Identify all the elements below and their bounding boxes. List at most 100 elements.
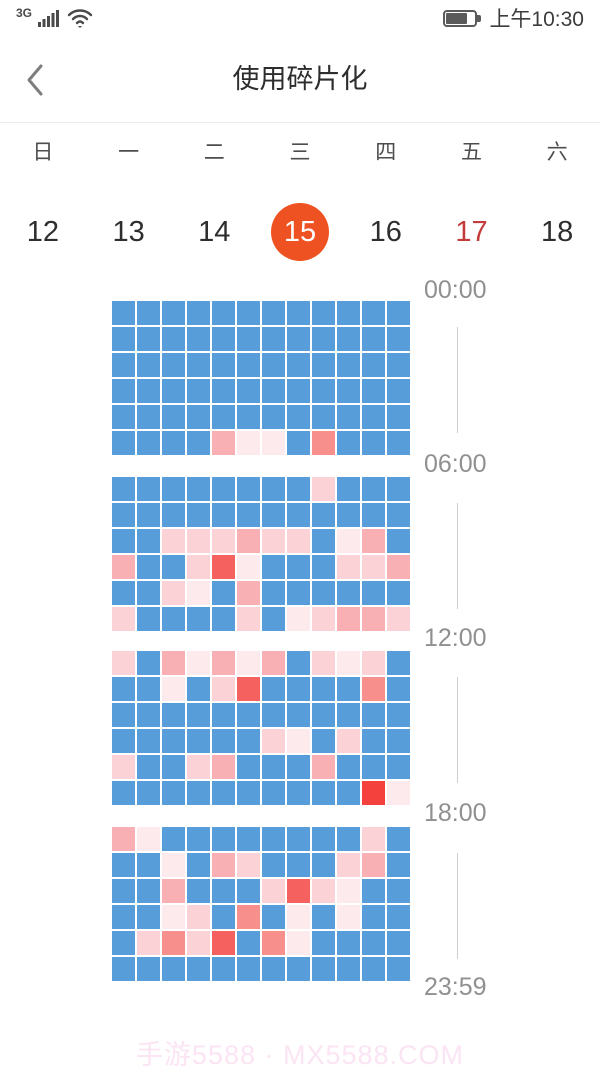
heatmap-cell	[362, 931, 385, 955]
heatmap-cell	[162, 379, 185, 403]
heatmap-cell	[312, 781, 335, 805]
heatmap-cell	[362, 729, 385, 753]
heatmap-cell	[362, 405, 385, 429]
heatmap-cell	[187, 405, 210, 429]
heatmap-cell	[162, 729, 185, 753]
heatmap-cell	[212, 529, 235, 553]
heatmap-cell	[262, 827, 285, 851]
heatmap-cell	[287, 677, 310, 701]
heatmap-cell	[287, 607, 310, 631]
heatmap-cell	[237, 607, 260, 631]
weekday-label: 四	[375, 141, 397, 164]
heatmap-cell	[162, 781, 185, 805]
heatmap-cell	[237, 327, 260, 351]
heatmap-cell	[262, 431, 285, 455]
heatmap-cell	[362, 853, 385, 877]
heatmap-cell	[362, 677, 385, 701]
weekday-label: 日	[32, 141, 54, 164]
date-cell-17[interactable]: 17	[429, 183, 515, 281]
heatmap-cell	[162, 477, 185, 501]
heatmap-cell	[337, 781, 360, 805]
time-axis-tick	[457, 677, 458, 783]
heatmap-cell	[112, 555, 135, 579]
heatmap-cell	[112, 931, 135, 955]
heatmap-block-18-24	[112, 827, 410, 981]
date-cell-18[interactable]: 18	[514, 183, 600, 281]
heatmap-cell	[362, 301, 385, 325]
heatmap-cell	[262, 651, 285, 675]
heatmap-cell	[387, 781, 410, 805]
heatmap-cell	[387, 477, 410, 501]
heatmap-cell	[387, 729, 410, 753]
heatmap-cell	[137, 529, 160, 553]
heatmap-cell	[187, 651, 210, 675]
heatmap-cell	[237, 781, 260, 805]
time-axis-tick	[457, 503, 458, 609]
heatmap-cell	[337, 677, 360, 701]
heatmap-cell	[187, 729, 210, 753]
heatmap-cell	[187, 327, 210, 351]
heatmap-cell	[237, 353, 260, 377]
heatmap-cell	[112, 827, 135, 851]
heatmap-cell	[112, 729, 135, 753]
heatmap-cell	[312, 853, 335, 877]
date-cell-15[interactable]: 15	[257, 183, 343, 281]
heatmap-cell	[387, 755, 410, 779]
heatmap-cell	[337, 931, 360, 955]
heatmap-cell	[212, 431, 235, 455]
date-cell-14[interactable]: 14	[171, 183, 257, 281]
heatmap-cell	[362, 555, 385, 579]
heatmap-cell	[337, 581, 360, 605]
heatmap-cell	[112, 677, 135, 701]
heatmap-cell	[137, 781, 160, 805]
heatmap-cell	[362, 703, 385, 727]
heatmap-cell	[237, 729, 260, 753]
heatmap-cell	[262, 781, 285, 805]
heatmap-cell	[287, 879, 310, 903]
time-label: 06:00	[424, 450, 487, 478]
heatmap-cell	[387, 529, 410, 553]
signal-strength-icon	[38, 10, 60, 27]
heatmap-cell	[137, 957, 160, 981]
heatmap-cell	[187, 379, 210, 403]
heatmap-cell	[262, 379, 285, 403]
heatmap-cell	[187, 555, 210, 579]
heatmap-cell	[312, 879, 335, 903]
heatmap-cell	[337, 879, 360, 903]
heatmap-cell	[212, 327, 235, 351]
date-cell-13[interactable]: 13	[86, 183, 172, 281]
heatmap-cell	[187, 301, 210, 325]
heatmap-cell	[137, 651, 160, 675]
heatmap-cell	[287, 827, 310, 851]
heatmap-cell	[162, 555, 185, 579]
heatmap-cell	[287, 581, 310, 605]
heatmap-cell	[187, 353, 210, 377]
date-cell-12[interactable]: 12	[0, 183, 86, 281]
heatmap-cell	[187, 931, 210, 955]
heatmap-cell	[262, 755, 285, 779]
heatmap-cell	[362, 879, 385, 903]
heatmap-cell	[237, 503, 260, 527]
heatmap-cell	[387, 651, 410, 675]
date-cell-16[interactable]: 16	[343, 183, 429, 281]
heatmap-cell	[162, 931, 185, 955]
date-number: 15	[271, 203, 330, 261]
heatmap-cell	[137, 755, 160, 779]
heatmap-cell	[237, 703, 260, 727]
heatmap-cell	[237, 827, 260, 851]
heatmap-cell	[362, 477, 385, 501]
time-axis-tick	[457, 853, 458, 959]
heatmap-cell	[262, 555, 285, 579]
heatmap-cell	[237, 755, 260, 779]
heatmap-cell	[112, 379, 135, 403]
weekday-label: 二	[203, 141, 225, 164]
back-button[interactable]	[22, 62, 48, 98]
heatmap-cell	[337, 405, 360, 429]
heatmap-cell	[287, 905, 310, 929]
heatmap-cell	[162, 353, 185, 377]
heatmap-cell	[112, 581, 135, 605]
battery-icon	[443, 9, 482, 27]
heatmap-cell	[337, 431, 360, 455]
heatmap-cell	[212, 379, 235, 403]
